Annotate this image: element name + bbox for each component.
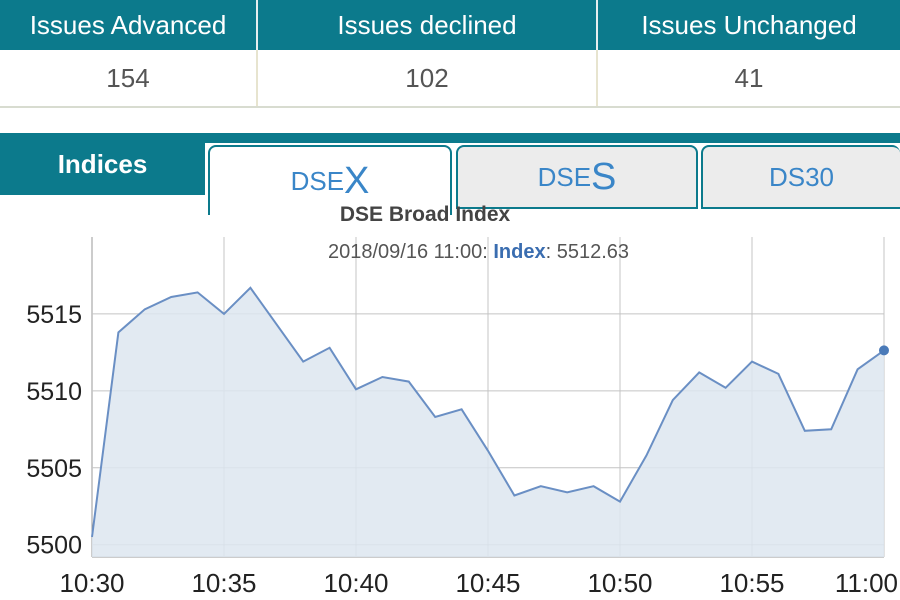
data-point xyxy=(90,535,94,539)
data-point xyxy=(618,500,622,504)
chart-tooltip: 2018/09/16 11:00: Index: 5512.63 xyxy=(328,241,629,263)
tab-dses-letter: S xyxy=(591,156,617,198)
issues-declined-value: 102 xyxy=(258,50,598,106)
last-point-marker[interactable] xyxy=(879,345,889,356)
data-point xyxy=(196,290,200,294)
data-point xyxy=(407,380,411,384)
y-tick-label: 5510 xyxy=(26,378,82,406)
index-series-line xyxy=(91,286,885,538)
data-point xyxy=(301,360,305,364)
tooltip-value: 5512.63 xyxy=(557,241,629,263)
issues-unchanged-header: Issues Unchanged xyxy=(641,9,857,40)
x-tick-label: 10:55 xyxy=(719,568,784,598)
issues-advanced-header: Issues Advanced xyxy=(0,0,258,50)
x-axis-ticks: 10:30 10:35 10:40 10:45 10:50 10:55 11:00 xyxy=(59,568,898,598)
data-point xyxy=(380,375,384,379)
data-point xyxy=(486,449,490,453)
data-point xyxy=(222,312,226,316)
x-tick-label: 11:00 xyxy=(835,568,898,598)
data-point xyxy=(539,484,543,488)
data-point xyxy=(433,415,437,419)
tooltip-series-label: Index xyxy=(493,241,545,263)
data-point xyxy=(644,453,648,457)
tooltip-timestamp: 2018/09/16 11:00 xyxy=(328,241,482,263)
data-point xyxy=(592,484,596,488)
x-tick-label: 10:35 xyxy=(191,568,256,598)
tab-ds30-label: DS30 xyxy=(768,161,835,192)
tab-dsex-letter: X xyxy=(344,160,370,202)
data-point xyxy=(856,367,860,371)
x-tick-label: 10:45 xyxy=(455,568,520,598)
data-point xyxy=(328,346,332,350)
y-tick-label: 5500 xyxy=(26,532,82,560)
issues-declined-header: Issues declined xyxy=(258,0,598,50)
data-point xyxy=(776,372,780,376)
indices-label: Indices xyxy=(0,133,205,195)
x-tick-label: 10:30 xyxy=(59,568,124,598)
tab-dses-prefix: DSE xyxy=(537,161,592,192)
y-axis-ticks: 5500 5505 5510 5515 xyxy=(26,301,82,560)
index-area-fill xyxy=(92,287,884,557)
x-tick-label: 10:50 xyxy=(587,568,652,598)
data-point xyxy=(829,427,833,431)
tab-ds30[interactable]: DS30 xyxy=(701,145,900,209)
data-point xyxy=(565,490,569,494)
y-tick-label: 5505 xyxy=(26,455,82,483)
data-point xyxy=(724,386,728,390)
issues-value-row: 154 102 41 xyxy=(0,50,900,108)
tabbar-top-strip xyxy=(0,133,900,143)
data-point xyxy=(671,398,675,402)
data-point xyxy=(169,295,173,299)
data-point xyxy=(116,330,120,334)
x-tick-label: 10:40 xyxy=(323,568,388,598)
data-point xyxy=(460,407,464,411)
issues-unchanged-value: 41 xyxy=(734,62,764,93)
tab-dsex[interactable]: DSE X xyxy=(208,145,452,215)
issues-summary-table: Issues Advanced Issues declined Issues U… xyxy=(0,0,900,110)
issues-advanced-value: 154 xyxy=(0,50,258,106)
data-point xyxy=(143,307,147,311)
chart-title: DSE Broad Index xyxy=(340,203,511,226)
y-tick-label: 5515 xyxy=(26,301,82,329)
index-tabbar: Indices DSE X DSE S DS30 xyxy=(0,133,900,215)
data-point xyxy=(697,370,701,374)
issues-header-row: Issues Advanced Issues declined Issues U… xyxy=(0,0,900,50)
data-point xyxy=(512,493,516,497)
tab-dsex-prefix: DSE xyxy=(290,165,345,196)
data-point xyxy=(354,387,358,391)
data-point xyxy=(750,360,754,364)
data-point xyxy=(803,429,807,433)
tab-dses[interactable]: DSE S xyxy=(456,145,698,209)
data-point xyxy=(275,323,279,327)
data-point xyxy=(248,286,252,290)
